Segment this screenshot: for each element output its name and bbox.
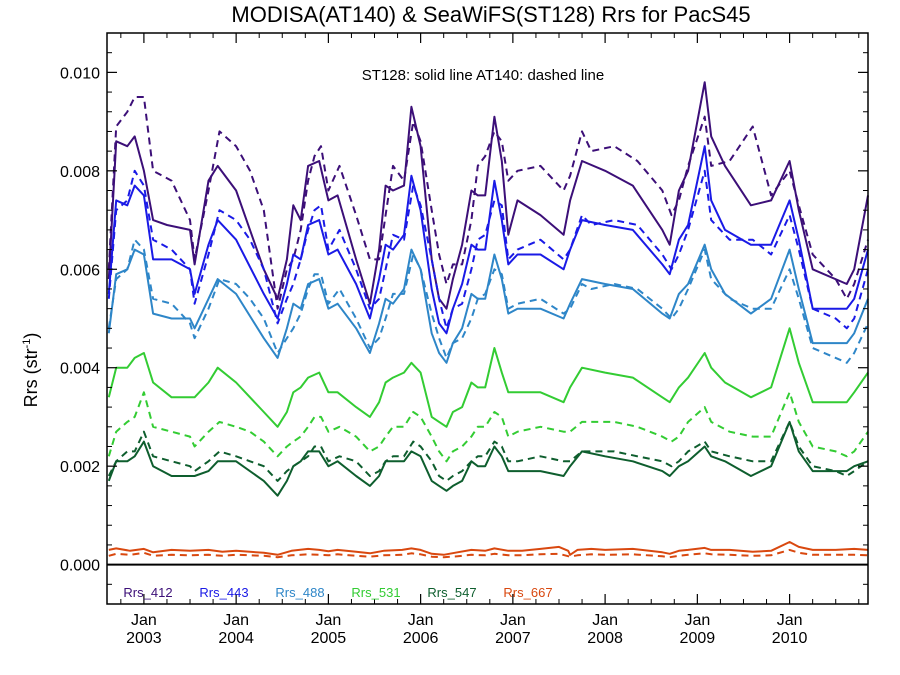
x-tick-month-label: Jan [684, 612, 710, 629]
y-axis-label: Rrs (str-1) [21, 333, 41, 408]
x-tick-year-label: 2005 [311, 630, 347, 647]
y-axis-label-end: ) [21, 333, 41, 339]
x-tick-month-label: Jan [777, 612, 803, 629]
x-tick-month-label: Jan [315, 612, 341, 629]
x-tick-year-label: 2003 [126, 630, 162, 647]
plot-frame [106, 32, 869, 605]
series-Rrs_531-solid [107, 327, 869, 428]
y-tick-label: 0.010 [60, 65, 100, 82]
series-Rrs_443-solid [107, 145, 869, 335]
legend-entry-Rrs_443: Rrs_443 [199, 585, 248, 600]
ticks-layer: 0.0000.0020.0040.0060.0080.010Jan2003Jan… [60, 32, 868, 647]
series-Rrs_547-solid [107, 420, 869, 497]
series-Rrs_412-solid [107, 81, 869, 310]
line-style-annotation: ST128: solid line AT140: dashed line [362, 67, 604, 84]
series-Rrs_443-dashed [107, 169, 869, 330]
x-tick-year-label: 2010 [772, 630, 808, 647]
y-axis-label-superscript: -1 [21, 339, 33, 349]
x-tick-month-label: Jan [408, 612, 434, 629]
x-tick-month-label: Jan [592, 612, 618, 629]
x-tick-month-label: Jan [223, 612, 249, 629]
legend-entry-Rrs_531: Rrs_531 [351, 585, 400, 600]
x-tick-year-label: 2007 [495, 630, 531, 647]
y-tick-label: 0.000 [60, 558, 100, 575]
y-axis-label-main: Rrs (str [21, 348, 41, 407]
x-tick-year-label: 2004 [218, 630, 254, 647]
x-tick-month-label: Jan [500, 612, 526, 629]
series-Rrs_488-dashed [107, 238, 869, 364]
series-Rrs_667-solid [108, 541, 869, 556]
x-tick-year-label: 2009 [680, 630, 716, 647]
legend: Rrs_412 Rrs_443 Rrs_488 Rrs_531 Rrs_547 Rrs_6… [123, 585, 552, 600]
chart-title: MODISA(AT140) & SeaWiFS(ST128) Rrs for P… [231, 2, 750, 27]
x-tick-month-label: Jan [131, 612, 157, 629]
x-tick-year-label: 2006 [403, 630, 439, 647]
legend-entry-Rrs_667: Rrs_667 [503, 585, 552, 600]
legend-entry-Rrs_488: Rrs_488 [275, 585, 324, 600]
x-tick-year-label: 2008 [587, 630, 623, 647]
series-layer [107, 81, 869, 559]
y-tick-label: 0.004 [60, 361, 100, 378]
y-tick-label: 0.002 [60, 459, 100, 476]
series-Rrs_547-dashed [107, 420, 869, 482]
legend-entry-Rrs_412: Rrs_412 [123, 585, 172, 600]
y-tick-label: 0.008 [60, 164, 100, 181]
legend-entry-Rrs_547: Rrs_547 [427, 585, 476, 600]
series-Rrs_667-dashed [108, 548, 869, 559]
series-Rrs_488-solid [107, 243, 869, 364]
series-Rrs_412-dashed [107, 96, 869, 310]
y-tick-label: 0.006 [60, 262, 100, 279]
series-Rrs_531-dashed [107, 391, 869, 463]
